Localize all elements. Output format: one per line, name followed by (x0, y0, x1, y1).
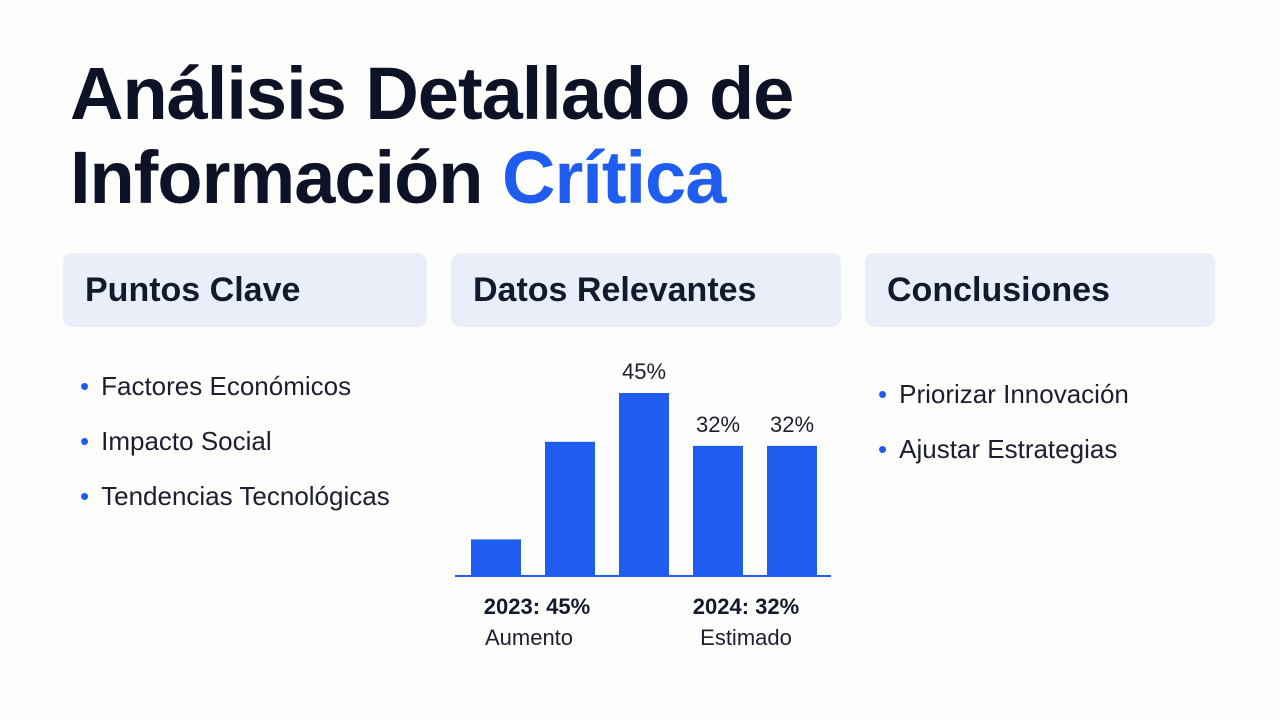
bullet-item: Factores Económicos (80, 366, 390, 421)
bullet-item: Tendencias Tecnológicas (80, 476, 390, 531)
annotation-title: 2023: 45% (484, 594, 590, 619)
value-label: 45% (622, 359, 666, 384)
bar (471, 539, 521, 576)
annotation-text: Estimado (700, 625, 792, 650)
title-line: Información (70, 136, 483, 219)
bullet-item: Impacto Social (80, 421, 390, 476)
bar (619, 393, 669, 576)
annotation-text: Aumento (485, 625, 573, 650)
slide-title: Análisis Detallado de Información Crítica (70, 52, 794, 220)
title-line: Análisis Detallado de (70, 52, 794, 135)
bullet-item: Priorizar Innovación (878, 374, 1129, 429)
column-heading: Datos Relevantes (451, 253, 841, 327)
value-label: 32% (696, 412, 740, 437)
annotation-title: 2024: 32% (693, 594, 799, 619)
bar (693, 445, 743, 576)
bar (545, 441, 595, 576)
bullet-list: Priorizar InnovaciónAjustar Estrategias (878, 374, 1129, 484)
bullet-item: Ajustar Estrategias (878, 429, 1129, 484)
column-heading: Puntos Clave (63, 253, 427, 327)
column-heading: Conclusiones (865, 253, 1215, 327)
bullet-list: Factores EconómicosImpacto SocialTendenc… (80, 366, 390, 531)
title-highlight: Crítica (502, 136, 726, 219)
value-label: 32% (770, 412, 814, 437)
bar (767, 445, 817, 576)
